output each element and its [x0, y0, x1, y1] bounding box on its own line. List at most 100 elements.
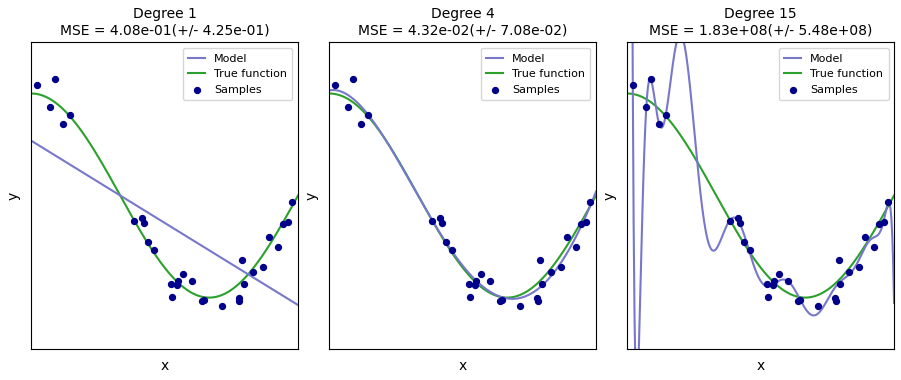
True function — [550, 261, 560, 266]
Samples — [733, 220, 748, 226]
True function — [502, 295, 513, 300]
True function — [293, 193, 304, 198]
Y-axis label: y: y — [305, 192, 319, 200]
Model — [189, 239, 200, 244]
True function — [781, 290, 792, 294]
Samples — [731, 215, 745, 221]
Samples — [271, 244, 286, 250]
Samples — [723, 218, 737, 224]
Model — [786, 283, 796, 287]
Samples — [828, 295, 842, 301]
Samples — [468, 282, 482, 288]
Samples — [341, 104, 356, 110]
Samples — [474, 271, 488, 277]
X-axis label: x: x — [757, 359, 765, 373]
Samples — [842, 269, 857, 275]
True function — [622, 91, 633, 96]
True function — [251, 261, 262, 266]
Model — [483, 288, 494, 293]
X-axis label: x: x — [459, 359, 467, 373]
Samples — [463, 294, 478, 300]
Samples — [126, 218, 141, 224]
Samples — [659, 112, 673, 119]
Model — [865, 238, 876, 242]
Samples — [345, 76, 359, 82]
Samples — [276, 221, 290, 227]
Model — [325, 88, 336, 92]
Samples — [195, 298, 209, 304]
Samples — [137, 220, 151, 226]
Model — [185, 236, 196, 241]
Line: True function: True function — [330, 93, 596, 298]
Title: Degree 15
MSE = 1.83e+08(+/- 5.48e+08): Degree 15 MSE = 1.83e+08(+/- 5.48e+08) — [649, 7, 872, 37]
Samples — [196, 297, 211, 303]
Samples — [424, 218, 439, 224]
Samples — [743, 247, 758, 253]
Samples — [574, 221, 588, 227]
Samples — [651, 121, 666, 127]
Samples — [163, 281, 177, 287]
Samples — [232, 295, 246, 301]
Line: Model: Model — [627, 0, 894, 380]
Samples — [791, 298, 805, 304]
Line: True function: True function — [32, 93, 298, 298]
Samples — [625, 82, 640, 88]
True function — [185, 290, 196, 294]
Samples — [760, 281, 774, 287]
Samples — [852, 264, 867, 270]
Samples — [30, 82, 44, 88]
Samples — [533, 257, 548, 263]
Samples — [285, 199, 299, 205]
Samples — [493, 298, 507, 304]
True function — [848, 261, 859, 266]
Samples — [176, 271, 190, 277]
Model — [328, 88, 339, 92]
Samples — [771, 271, 786, 277]
Samples — [579, 219, 594, 225]
Model — [26, 138, 37, 143]
Samples — [141, 239, 155, 245]
Samples — [469, 278, 483, 284]
Samples — [554, 264, 569, 270]
True function — [591, 193, 602, 198]
Samples — [761, 294, 776, 300]
Samples — [483, 278, 497, 284]
Samples — [232, 298, 247, 304]
Samples — [237, 280, 251, 287]
True function — [865, 235, 876, 240]
Samples — [246, 269, 260, 275]
Samples — [235, 257, 250, 263]
Title: Degree 1
MSE = 4.08e-01(+/- 4.25e-01): Degree 1 MSE = 4.08e-01(+/- 4.25e-01) — [59, 7, 269, 37]
Samples — [328, 82, 342, 88]
Model — [782, 278, 793, 283]
Samples — [360, 112, 375, 119]
Model — [293, 303, 304, 307]
Samples — [858, 234, 872, 241]
Samples — [643, 76, 658, 82]
True function — [567, 235, 578, 240]
Samples — [439, 239, 453, 245]
Samples — [544, 269, 559, 275]
Samples — [43, 104, 58, 110]
True function — [204, 295, 214, 300]
Samples — [432, 215, 447, 221]
Model — [268, 287, 278, 292]
Samples — [535, 280, 550, 287]
Samples — [214, 302, 229, 309]
Model — [184, 236, 195, 240]
Samples — [833, 280, 848, 287]
Samples — [766, 282, 780, 288]
Legend: Model, True function, Samples: Model, True function, Samples — [778, 48, 888, 100]
True function — [623, 91, 633, 96]
Samples — [569, 244, 584, 250]
Samples — [461, 281, 476, 287]
Model — [324, 88, 335, 93]
Line: True function: True function — [627, 93, 894, 298]
Title: Degree 4
MSE = 4.32e-02(+/- 7.08e-02): Degree 4 MSE = 4.32e-02(+/- 7.08e-02) — [358, 7, 568, 37]
True function — [780, 289, 791, 294]
Samples — [170, 278, 185, 284]
True function — [487, 292, 498, 296]
True function — [482, 289, 493, 294]
Samples — [878, 219, 892, 225]
Y-axis label: y: y — [7, 192, 21, 200]
